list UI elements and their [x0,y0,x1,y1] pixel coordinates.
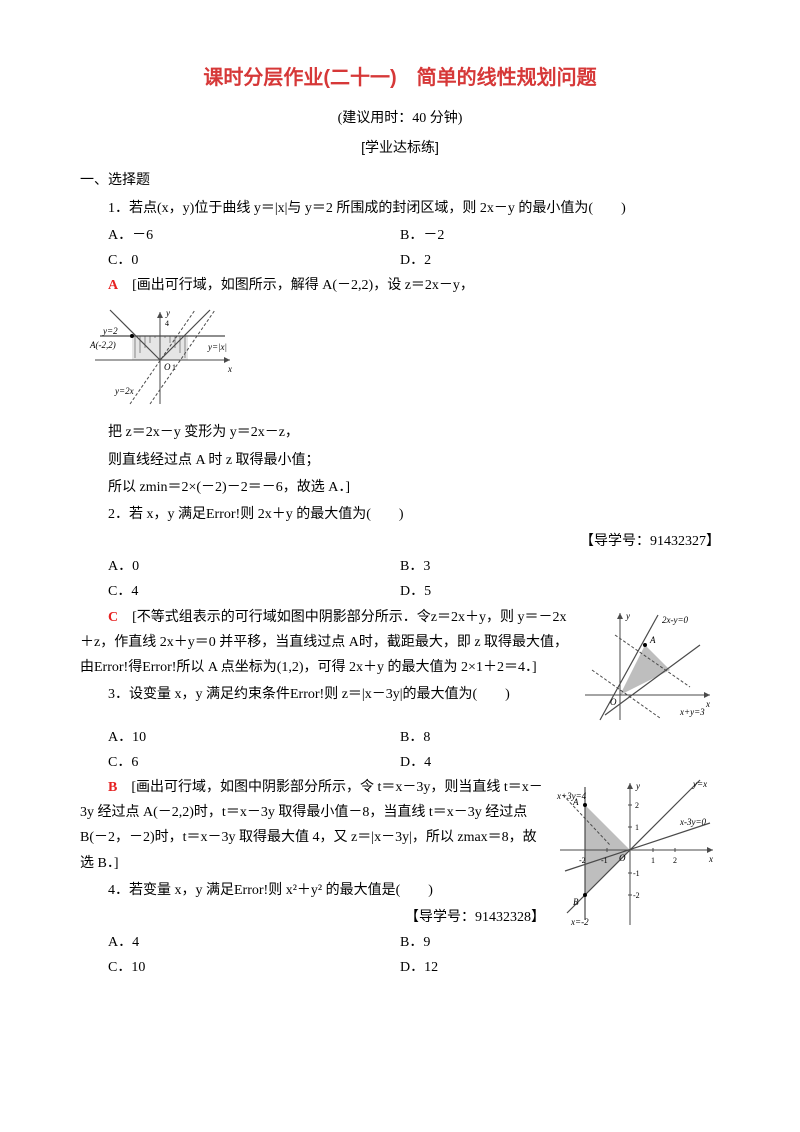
q2-label-2xy: 2x-y=0 [662,615,689,625]
q3-label-a: A [572,797,579,807]
q3-origin: O [619,853,626,863]
q3-chart: x+3y=4 y=x x-3y=0 x=-2 A B O x y -2 -1 1… [555,775,720,930]
q2-opt-d: D．5 [400,579,720,604]
page-title: 课时分层作业(二十一) 简单的线性规划问题 [80,60,720,96]
q2-chart: 2x-y=0 x+y=3 A O x y [580,605,720,725]
q4-opt-c: C．10 [80,955,400,980]
q1-opt-b: B．－2 [400,223,720,248]
section-label: [学业达标练] [80,135,720,160]
q3-options-row1: A．10 B．8 [80,725,720,750]
q1-after2: 则直线经过点 A 时 z 取得最小值； [80,448,720,473]
q1-chart: A(-2,2) y=2 y=|x| y=2x O 1 4 x y [80,304,720,414]
q2-expl: [不等式组表示的可行域如图中阴影部分所示．令z＝2x＋y，则 y＝－2x＋z，作… [80,610,568,675]
q1-label-yabs: y=|x| [207,342,227,352]
q2-opt-a: A．0 [80,554,400,579]
q2-options-row1: A．0 B．3 [80,554,720,579]
svg-text:1: 1 [635,823,639,832]
q2-opt-b: B．3 [400,554,720,579]
q1-label-a: A(-2,2) [89,340,116,350]
q3-options-row2: C．6 D．4 [80,750,720,775]
subtitle: (建议用时：40 分钟) [80,106,720,131]
svg-text:-2: -2 [579,856,586,865]
q3-label-yx: y=x [692,779,707,789]
svg-text:-1: -1 [601,856,608,865]
q3-label-x3y0: x-3y=0 [679,817,707,827]
q4-opt-d: D．12 [400,955,720,980]
q2-answer-letter: C [108,610,118,625]
q2-ylabel: y [625,611,630,621]
q4-opt-a: A．4 [80,930,400,955]
q1-label-y2x: y=2x [114,386,134,396]
q3-label-x3y4: x+3y=4 [556,791,587,801]
q2-stem: 2．若 x，y 满足Error!则 2x＋y 的最大值为( ) [80,502,720,527]
q1-after1: 把 z＝2x－y 变形为 y＝2x－z， [80,420,720,445]
q1-opt-d: D．2 [400,248,720,273]
q3-answer-letter: B [108,780,117,795]
svg-text:1: 1 [172,363,176,372]
svg-text:-2: -2 [633,891,640,900]
q3-ylabel: y [635,781,640,791]
q2-daoxue: 【导学号：91432327】 [80,529,720,554]
q3-label-xm2: x=-2 [570,917,589,927]
q1-opt-c: C．0 [80,248,400,273]
q1-after3: 所以 zmin＝2×(－2)－2＝－6，故选 A．] [80,475,720,500]
q1-label-y2: y=2 [102,326,118,336]
q3-opt-d: D．4 [400,750,720,775]
q1-stem: 1．若点(x，y)位于曲线 y＝|x|与 y＝2 所围成的封闭区域，则 2x－y… [80,196,720,221]
q1-options-row2: C．0 D．2 [80,248,720,273]
svg-text:-1: -1 [633,869,640,878]
q1-answer: A [画出可行域，如图所示，解得 A(－2,2)，设 z＝2x－y， [80,273,720,298]
q2-xlabel: x [705,699,710,709]
q3-xlabel: x [708,854,713,864]
svg-text:2: 2 [673,856,677,865]
q1-expl1: [画出可行域，如图所示，解得 A(－2,2)，设 z＝2x－y， [118,278,474,293]
q4-opt-b: B．9 [400,930,720,955]
q3-opt-a: A．10 [80,725,400,750]
q2-label-a: A [649,635,656,645]
q4-options-row1: A．4 B．9 [80,930,720,955]
q2-opt-c: C．4 [80,579,400,604]
q1-opt-a: A．－6 [80,223,400,248]
q2-options-row2: C．4 D．5 [80,579,720,604]
q1-xlabel: x [227,364,232,374]
part-header: 一、选择题 [80,168,720,193]
svg-text:2: 2 [635,801,639,810]
svg-text:1: 1 [651,856,655,865]
q3-label-b: B [573,897,579,907]
q1-origin: O [164,362,171,372]
q3-opt-b: B．8 [400,725,720,750]
q1-ylabel: y [165,308,170,318]
q1-options-row1: A．－6 B．－2 [80,223,720,248]
svg-text:4: 4 [165,319,169,328]
q3-opt-c: C．6 [80,750,400,775]
q1-answer-letter: A [108,278,118,293]
q2-label-xy3: x+y=3 [679,707,705,717]
q4-options-row2: C．10 D．12 [80,955,720,980]
q2-origin: O [610,697,617,707]
q3-expl: [画出可行域，如图中阴影部分所示，令 t＝x－3y，则当直线 t＝x－3y 经过… [80,780,543,871]
